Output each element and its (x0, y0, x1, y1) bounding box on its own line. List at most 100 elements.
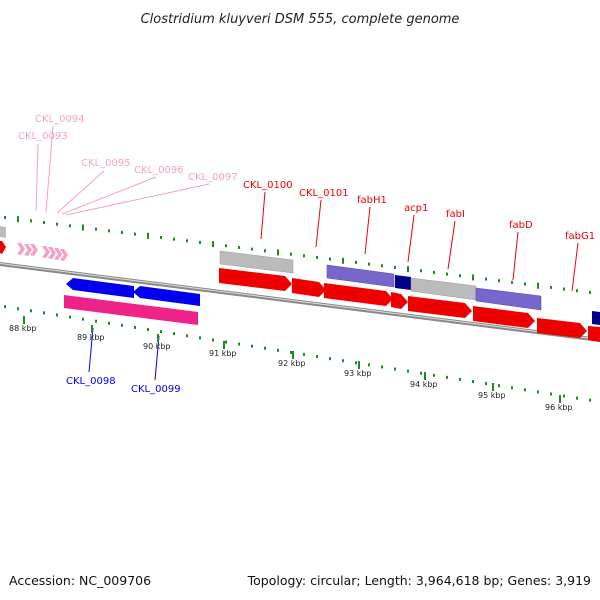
scale-tick-label: 90 kbp (143, 342, 171, 351)
forward-cds-CKL_0101[interactable] (292, 278, 326, 297)
tick-mark (576, 396, 578, 400)
feature-track (0, 226, 600, 342)
scale-labels: 88 kbp 89 kbp 90 kbp 91 kbp 92 kbp 93 kbp 94 k… (9, 316, 573, 412)
faded-gene-arrow[interactable] (60, 249, 68, 261)
tick-mark (537, 282, 539, 289)
faded-gene-callout-label: CKL_0096 (134, 165, 184, 176)
genome-summary-text: Topology: circular; Length: 3,964,618 bp… (247, 573, 591, 588)
forward-cds-clipped[interactable] (0, 241, 6, 254)
tick-mark (446, 375, 448, 379)
tick-mark (303, 352, 305, 356)
forward-cds-fabG1[interactable] (537, 318, 587, 338)
tick-mark (69, 224, 71, 228)
tick-mark (108, 229, 110, 233)
scale-tick: 92 kbp (278, 351, 306, 368)
tick-mark (472, 274, 474, 281)
tick-mark (69, 315, 71, 319)
navy-feature-acp1[interactable] (395, 275, 411, 290)
forward-gene-callout: CKL_0101 (299, 188, 349, 248)
tick-mark (264, 249, 266, 253)
purple-feature-fabH1[interactable] (326, 264, 395, 288)
reverse-gene-callout-leader (154, 335, 160, 381)
tick-mark (17, 216, 19, 223)
forward-gene-callout-leader (571, 242, 579, 292)
tick-mark (342, 359, 344, 363)
navy-feature-clipped[interactable] (592, 311, 600, 325)
forward-gene-callout: fabG1 (565, 231, 595, 292)
forward-gene-callout-label: fabG1 (565, 231, 595, 242)
scale-tick-mark (23, 316, 25, 324)
faded-genes (17, 243, 68, 261)
tick-mark (381, 264, 383, 268)
tick-mark (173, 332, 175, 336)
scale-tick: 89 kbp (77, 325, 105, 342)
forward-gene-callout-leader (447, 220, 456, 270)
gray-feature[interactable] (219, 250, 294, 274)
tick-mark (212, 338, 214, 342)
forward-gene-callout-leader (315, 199, 322, 248)
forward-cds-clipped[interactable] (588, 326, 600, 342)
faded-gene-arrow[interactable] (17, 243, 25, 255)
reverse-cds-CKL_0099[interactable] (133, 286, 200, 306)
forward-gene-callout: CKL_0100 (243, 180, 293, 240)
tick-mark (550, 392, 552, 396)
forward-gene-callout: acp1 (404, 203, 428, 263)
faded-gene-arrow[interactable] (30, 244, 38, 256)
tick-mark (186, 334, 188, 338)
tick-mark (134, 325, 136, 329)
faded-gene-arrow[interactable] (42, 246, 50, 258)
tick-mark (511, 386, 513, 390)
tick-mark (303, 254, 305, 258)
tick-mark (30, 219, 32, 223)
reverse-gene-callout-label: CKL_0099 (131, 384, 181, 395)
forward-cds-fabI[interactable] (408, 296, 472, 318)
tick-mark (368, 262, 370, 266)
scale-tick-mark (358, 361, 360, 369)
tick-mark (147, 232, 149, 239)
tick-mark (329, 257, 331, 261)
tick-mark (537, 390, 539, 394)
forward-cds-acp1[interactable] (391, 292, 408, 309)
reverse-cds-CKL_0098[interactable] (66, 278, 134, 298)
genome-backbone (0, 262, 600, 342)
tick-mark (420, 269, 422, 273)
scale-tick-mark (223, 341, 225, 349)
gray-feature-fabI[interactable] (410, 277, 477, 301)
faded-gene-callout-leader (56, 170, 105, 214)
tick-mark (407, 369, 409, 373)
tick-mark (30, 309, 32, 313)
forward-gene-callout: fabD (509, 220, 533, 281)
tick-mark (316, 355, 318, 359)
faded-gene-arrow[interactable] (48, 247, 56, 259)
faded-gene-arrow[interactable] (54, 248, 62, 260)
scale-tick-mark (492, 383, 494, 391)
scale-tick-mark (91, 325, 93, 333)
pseudogene-feature[interactable] (64, 295, 198, 325)
gray-feature-clipped[interactable] (0, 226, 6, 238)
tick-mark (277, 249, 279, 256)
tick-mark (433, 373, 435, 377)
scale-tick-label: 93 kbp (344, 369, 372, 378)
tick-mark (485, 382, 487, 386)
tick-mark (82, 317, 84, 321)
faded-gene-arrow[interactable] (24, 244, 32, 256)
reverse-gene-callout-label: CKL_0098 (66, 376, 116, 387)
forward-cds-CKL_0100[interactable] (219, 268, 292, 291)
faded-gene-callout-label: CKL_0093 (18, 131, 68, 142)
scale-tick-label: 89 kbp (77, 333, 105, 342)
purple-feature-fabD[interactable] (475, 287, 542, 311)
faded-gene-callout: CKL_0097 (65, 172, 238, 216)
inner-tick-track (4, 305, 591, 402)
faded-gene-callout-leader (45, 125, 54, 213)
scale-tick-mark (559, 395, 561, 403)
forward-cds-fabD[interactable] (473, 306, 535, 328)
tick-mark (355, 260, 357, 264)
tick-mark (277, 348, 279, 352)
tick-mark (212, 241, 214, 248)
tick-mark (95, 319, 97, 323)
tick-mark (459, 274, 461, 278)
forward-gene-callout-leader (260, 191, 266, 240)
tick-mark (225, 340, 227, 344)
forward-cds-fabH1[interactable] (324, 283, 393, 306)
scale-tick: 88 kbp (9, 316, 37, 333)
